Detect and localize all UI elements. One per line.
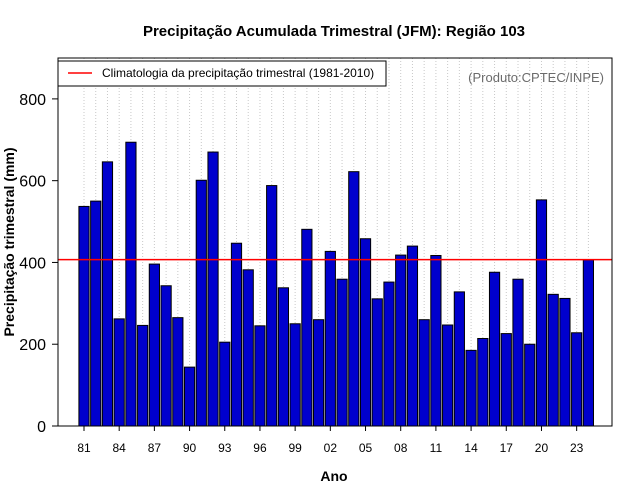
bar-2017 (500, 333, 512, 427)
x-tick-label: 96 (253, 441, 267, 455)
bar-2018 (512, 278, 524, 427)
x-axis-label: Ano (320, 468, 347, 484)
bar-2020 (535, 199, 548, 427)
x-tick-label: 93 (218, 441, 232, 455)
bar-1990 (183, 366, 196, 427)
bar-1997 (266, 185, 278, 427)
x-tick-label: 87 (148, 441, 162, 455)
bar-2013 (453, 291, 465, 427)
x-tick-label: 08 (394, 441, 408, 455)
bar-1991 (195, 179, 207, 427)
bar-1996 (254, 325, 266, 427)
x-tick-label: 05 (359, 441, 373, 455)
bar-1989 (172, 317, 184, 427)
bar-2019 (524, 343, 536, 427)
bar-2012 (442, 324, 454, 427)
x-tick-label: 02 (324, 441, 338, 455)
bar-2002 (324, 250, 336, 427)
bar-1985 (125, 141, 137, 427)
bar-2014 (465, 349, 477, 427)
bar-1994 (230, 242, 243, 427)
x-axis: 81 84 87 90 93 96 99 02 05 08 11 14 17 20 23 (77, 426, 584, 455)
bar-2023 (571, 332, 583, 427)
bar-1999 (289, 323, 301, 427)
bar-2000 (301, 228, 313, 427)
bar-1995 (242, 269, 254, 427)
bar-1988 (160, 285, 172, 427)
plot-frame (57, 57, 613, 427)
credit-text: (Produto:CPTEC/INPE) (468, 70, 604, 85)
bar-2010 (418, 319, 430, 427)
bar-2006 (371, 298, 383, 427)
bar-1992 (207, 151, 219, 427)
x-tick-label: 81 (77, 441, 91, 455)
y-tick-label: 800 (19, 92, 46, 109)
y-axis: 0 200 400 600 800 (19, 92, 58, 436)
x-tick-label: 99 (288, 441, 302, 455)
x-tick-label: 84 (113, 441, 127, 455)
bar-2016 (488, 271, 501, 427)
legend-box (57, 60, 387, 87)
bar-2001 (313, 319, 325, 427)
bar-1998 (277, 287, 290, 427)
legend-label: Climatologia da precipitação trimestral … (102, 66, 374, 80)
bar-2011 (430, 254, 442, 427)
bar-2022 (559, 297, 571, 427)
y-tick-label: 600 (19, 174, 46, 191)
y-tick-label: 400 (19, 255, 46, 272)
bar-1983 (101, 161, 114, 427)
bar-2008 (395, 254, 407, 427)
y-tick-label: 0 (37, 419, 46, 436)
bar-1986 (137, 324, 149, 427)
bar-2024 (582, 259, 594, 427)
bar-2015 (477, 337, 489, 427)
bar-2009 (406, 245, 419, 427)
bar-1984 (113, 318, 125, 427)
bar-1987 (148, 263, 160, 427)
bars (78, 141, 594, 427)
chart-title: Precipitação Acumulada Trimestral (JFM):… (143, 23, 525, 40)
bar-1981 (78, 205, 90, 427)
legend: Climatologia da precipitação trimestral … (57, 60, 387, 87)
bar-1993 (219, 341, 231, 427)
x-tick-label: 23 (570, 441, 584, 455)
x-tick-label: 11 (430, 441, 443, 455)
x-tick-label: 17 (500, 441, 514, 455)
bar-2004 (348, 171, 360, 427)
bar-1982 (90, 200, 102, 427)
bar-2005 (359, 238, 372, 427)
y-tick-label: 200 (19, 337, 46, 354)
bar-2003 (336, 278, 348, 427)
bar-2021 (547, 293, 559, 427)
bar-2007 (383, 281, 395, 427)
x-tick-label: 90 (183, 441, 197, 455)
x-tick-label: 14 (464, 441, 478, 455)
y-axis-label: Precipitação trimestral (mm) (1, 147, 17, 336)
x-tick-label: 20 (535, 441, 549, 455)
